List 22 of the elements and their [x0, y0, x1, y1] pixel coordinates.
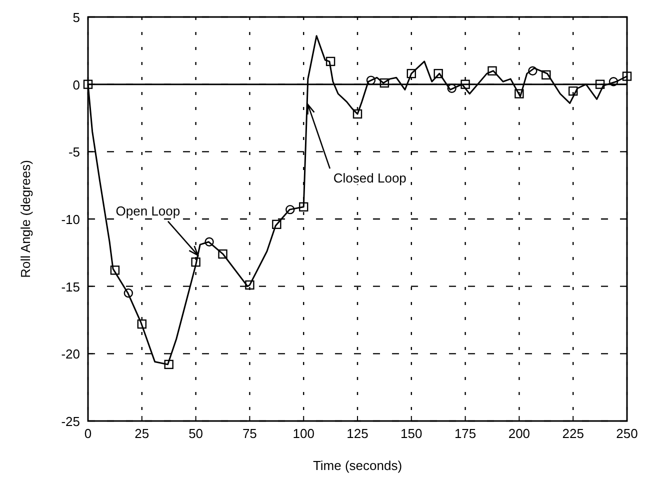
- x-tick-label: 250: [616, 426, 638, 441]
- x-tick-label: 175: [454, 426, 476, 441]
- x-axis-title: Time (seconds): [312, 458, 402, 473]
- y-axis-title: Roll Angle (degrees): [18, 160, 33, 278]
- y-tick-label: -20: [61, 346, 80, 362]
- y-tick-label: -10: [61, 212, 80, 227]
- x-tick-label: 150: [400, 426, 422, 441]
- y-tick-label: -5: [68, 144, 80, 160]
- annotation: Open Loop: [116, 203, 180, 218]
- x-tick-label: 100: [292, 426, 314, 441]
- x-tick-label: 50: [188, 426, 204, 441]
- x-tick-label: 25: [134, 426, 150, 441]
- y-tick-label: 5: [72, 10, 80, 25]
- y-tick-label: 0: [72, 77, 80, 92]
- x-tick-label: 75: [242, 426, 257, 441]
- y-tick-label: -15: [61, 279, 80, 294]
- annotation: Closed Loop: [333, 170, 406, 186]
- y-tick-label: -25: [61, 414, 80, 429]
- x-tick-label: 0: [84, 426, 92, 441]
- x-tick-label: 225: [562, 426, 584, 441]
- x-tick-label: 125: [346, 426, 368, 441]
- x-tick-label: 200: [508, 426, 530, 441]
